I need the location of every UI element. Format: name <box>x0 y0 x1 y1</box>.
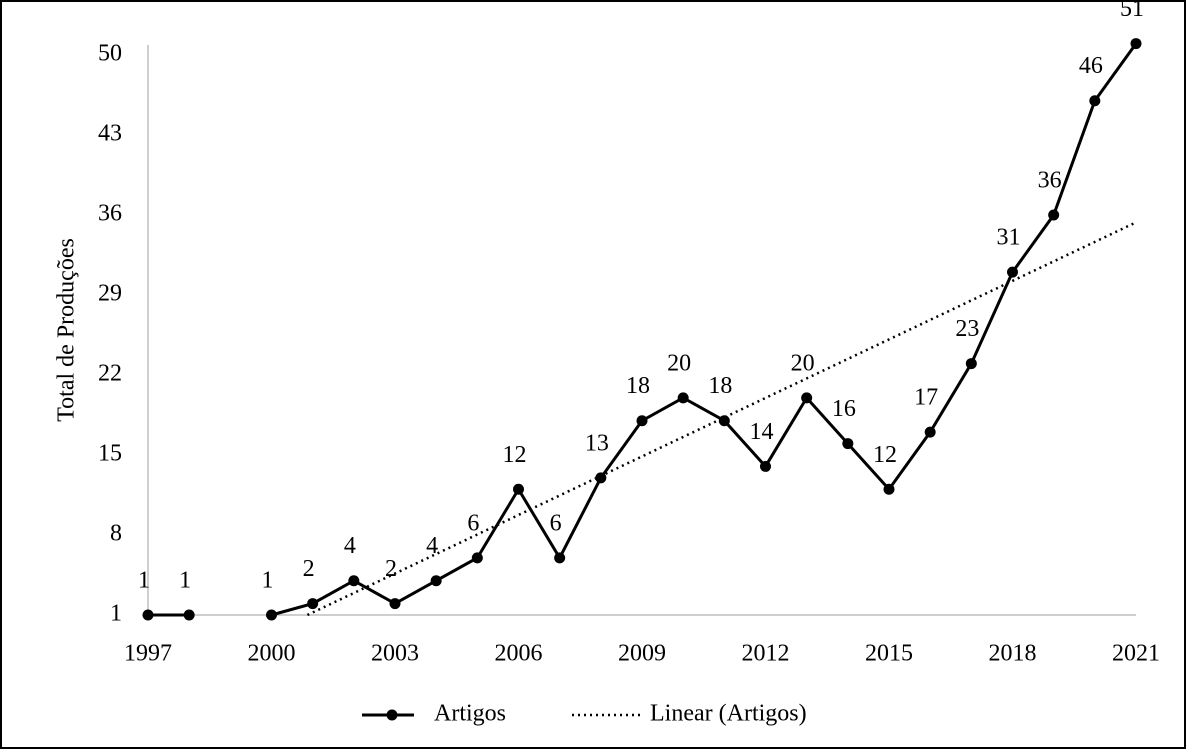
data-point <box>348 575 360 587</box>
data-point <box>801 392 813 404</box>
data-label: 14 <box>750 419 774 445</box>
data-point <box>513 483 524 495</box>
x-tick-label: 2000 <box>248 641 296 667</box>
data-point <box>636 415 648 427</box>
data-point <box>430 575 442 587</box>
data-label: 1 <box>138 568 150 594</box>
y-tick-label: 36 <box>98 201 122 227</box>
x-tick-label: 2003 <box>371 641 419 667</box>
data-label: 46 <box>1079 53 1103 79</box>
data-point <box>718 415 730 427</box>
data-point <box>183 609 195 621</box>
data-point <box>389 598 401 610</box>
x-tick-label: 1997 <box>124 641 172 667</box>
x-tick-label: 2006 <box>495 641 543 667</box>
data-point <box>595 472 607 484</box>
x-tick-label: 2018 <box>989 641 1037 667</box>
data-label: 17 <box>914 385 938 411</box>
data-label: 36 <box>1038 168 1062 194</box>
data-label: 18 <box>708 373 732 399</box>
data-point <box>1089 95 1101 107</box>
legend-label: Linear (Artigos) <box>650 701 807 727</box>
y-tick-label: 15 <box>98 441 122 467</box>
data-label: 16 <box>832 396 856 422</box>
data-label: 12 <box>503 442 527 468</box>
y-tick-label: 1 <box>110 601 122 627</box>
data-label: 6 <box>467 510 479 536</box>
data-label: 13 <box>585 430 609 456</box>
data-point <box>924 426 936 438</box>
data-label: 1 <box>262 568 274 594</box>
data-label: 31 <box>997 225 1021 251</box>
data-point <box>266 609 277 621</box>
data-label: 1 <box>179 568 191 594</box>
data-label: 12 <box>873 442 897 468</box>
data-point <box>883 483 895 495</box>
data-point <box>677 392 689 404</box>
x-tick-label: 2021 <box>1112 641 1160 667</box>
data-point <box>965 358 977 370</box>
data-point <box>471 552 483 564</box>
x-tick-label: 2015 <box>865 641 913 667</box>
y-axis-label: Total de Produções <box>54 238 80 422</box>
data-label: 4 <box>426 533 438 559</box>
data-point <box>554 552 566 564</box>
data-label: 18 <box>626 373 650 399</box>
data-label: 4 <box>344 533 356 559</box>
data-label: 20 <box>667 350 691 376</box>
data-label: 23 <box>955 316 979 342</box>
data-label: 51 <box>1120 0 1144 22</box>
legend-marker <box>386 709 398 721</box>
data-label: 2 <box>303 556 315 582</box>
y-tick-label: 50 <box>98 41 122 67</box>
y-tick-label: 29 <box>98 281 122 307</box>
data-point <box>142 609 154 621</box>
data-label: 2 <box>385 556 397 582</box>
data-point <box>760 460 771 472</box>
data-label: 6 <box>550 510 562 536</box>
data-point <box>307 598 319 610</box>
y-tick-label: 43 <box>98 121 122 147</box>
data-point <box>1130 38 1142 50</box>
data-point <box>1007 266 1018 278</box>
y-tick-label: 22 <box>98 361 122 387</box>
data-point <box>842 438 854 450</box>
y-tick-label: 8 <box>110 521 122 547</box>
legend-label: Artigos <box>434 701 506 727</box>
x-tick-label: 2009 <box>618 641 666 667</box>
series-line <box>148 42 1138 617</box>
x-tick-label: 2012 <box>742 641 790 667</box>
data-point <box>1048 209 1060 221</box>
data-label: 20 <box>791 350 815 376</box>
